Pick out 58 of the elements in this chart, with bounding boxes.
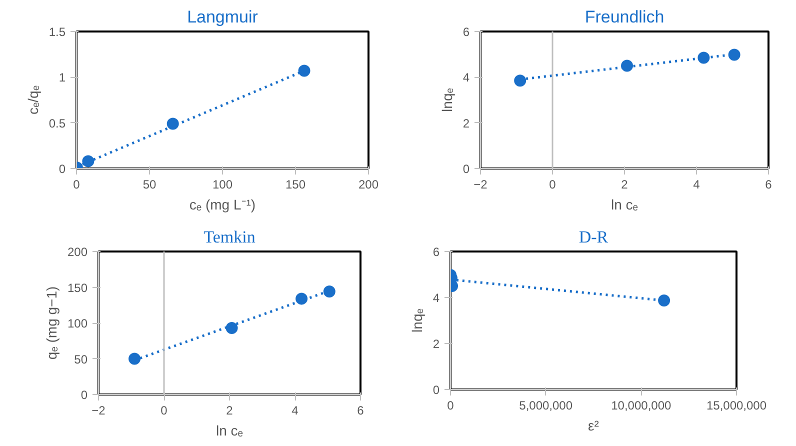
y-tick-label: 6 [432,245,440,259]
x-tick-label: 15,000,000 [706,398,767,412]
point [298,64,310,77]
x-tick-label: 5,000,000 [519,398,573,412]
chart-title: Freundlich [584,8,664,26]
point [323,286,336,298]
point [226,322,238,334]
point [296,292,308,305]
y-tick-label: 4 [462,70,470,85]
y-axis-title: qₑ (mg g−1) [43,286,60,360]
x-tick-label: 2 [226,404,234,418]
y-tick-label: 1.5 [48,25,66,39]
y-axis-title: lnqₑ [408,308,425,332]
x-tick-label: 10,000,000 [611,398,672,412]
x-tick-label: −2 [92,404,106,418]
y-tick-label: 6 [462,25,470,39]
x-tick-label: 6 [357,404,364,418]
y-tick-label: 0 [80,388,88,402]
y-tick-label: 0 [58,162,66,176]
x-axis-title: ln cₑ [216,422,244,438]
x-tick-label: 0 [447,398,454,412]
y-tick-label: 1 [58,70,66,85]
x-tick-label: −2 [474,178,488,192]
x-tick-label: 50 [142,178,156,192]
y-tick-label: 0.5 [48,116,66,130]
x-tick-label: 200 [358,178,379,192]
point [698,52,710,64]
y-tick-label: 0 [462,162,470,176]
point [166,118,179,130]
y-tick-label: 2 [462,116,470,130]
x-tick-label: 4 [292,404,299,418]
x-tick-label: 150 [285,178,306,192]
y-axis-title: cₑ/qₑ [24,85,41,115]
x-tick-label: 6 [765,178,772,192]
x-tick-label: 0 [160,404,168,418]
point [82,155,94,168]
point [728,48,740,61]
x-tick-label: 2 [621,178,628,192]
x-axis-title: ln cₑ [611,196,638,212]
y-tick-label: 100 [67,316,88,330]
chart-title: D-R [578,228,609,246]
x-tick-label: 0 [549,178,556,192]
y-tick-label: 0 [432,383,440,397]
x-tick-label: 4 [693,178,700,192]
y-tick-label: 4 [432,291,440,305]
point [514,74,526,87]
y-tick-label: 50 [74,352,88,366]
y-tick-label: 150 [67,280,88,295]
point [621,60,634,72]
chart-title: Langmuir [187,8,258,26]
y-tick-label: 2 [432,337,440,351]
x-axis-title: cₑ (mg L⁻¹) [189,196,256,212]
chart-title: Temkin [204,228,256,246]
y-tick-label: 200 [67,245,88,259]
x-axis-title: ε² [588,418,600,434]
x-tick-label: 100 [212,178,233,192]
point [128,352,141,365]
y-axis-title: lnqₑ [438,88,455,112]
